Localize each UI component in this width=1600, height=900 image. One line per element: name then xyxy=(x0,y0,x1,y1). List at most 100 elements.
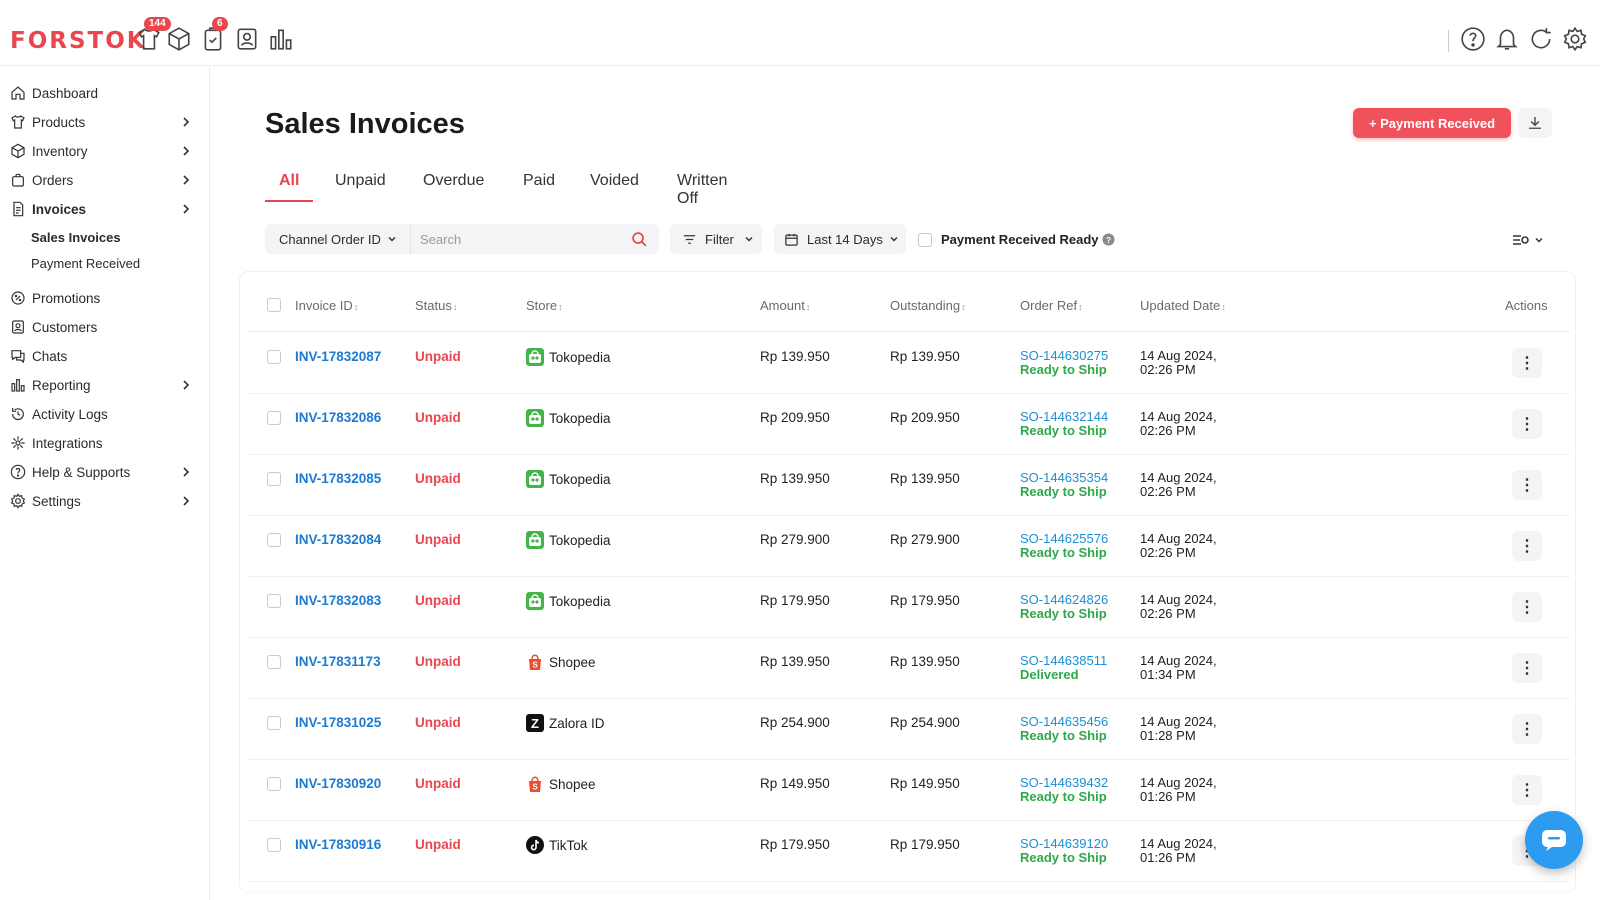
row-checkbox[interactable] xyxy=(267,472,281,486)
row-checkbox[interactable] xyxy=(267,838,281,852)
invoice-id-link[interactable]: INV-17832083 xyxy=(295,593,382,608)
row-actions-button[interactable]: ⋮ xyxy=(1512,531,1542,561)
table-row[interactable]: INV-17832084 Unpaid Tokopedia Rp 279.900 Rp … xyxy=(248,515,1570,577)
table-row[interactable]: INV-17830916 Unpaid TikTok Rp 179.950 Rp 179… xyxy=(248,820,1570,882)
forstok-logo[interactable]: FORSTOK xyxy=(10,28,147,54)
sidebar-item-promotions[interactable]: Promotions xyxy=(10,286,200,310)
table-row[interactable]: INV-17831173 Unpaid S Shopee Rp 139.950 Rp 13… xyxy=(248,637,1570,699)
invoice-id-link[interactable]: INV-17831025 xyxy=(295,715,382,730)
invoice-id-link[interactable]: INV-17832087 xyxy=(295,349,382,364)
invoice-id-link[interactable]: INV-17830916 xyxy=(295,837,382,852)
sidebar-item-products[interactable]: Products xyxy=(10,110,200,134)
select-all-checkbox[interactable] xyxy=(267,298,281,312)
header-updated-date[interactable]: Updated Date↕ xyxy=(1140,298,1226,313)
table-row[interactable]: INV-17830920 Unpaid S Shopee Rp 149.950 Rp 14… xyxy=(248,759,1570,821)
header-order-ref[interactable]: Order Ref↕ xyxy=(1020,298,1083,313)
row-actions-button[interactable]: ⋮ xyxy=(1512,409,1542,439)
order-ref-link[interactable]: SO-144624826 xyxy=(1020,592,1109,607)
help-icon[interactable] xyxy=(1460,26,1486,52)
sidebar-item-help-supports[interactable]: Help & Supports xyxy=(10,460,200,484)
table-row[interactable]: INV-17832087 Unpaid Tokopedia Rp 139.950 Rp … xyxy=(248,332,1570,394)
table-row[interactable]: INV-17832086 Unpaid Tokopedia Rp 209.950 Rp … xyxy=(248,393,1570,455)
tab-written-off[interactable]: Written Off xyxy=(677,172,728,207)
shirt-icon[interactable]: 144 xyxy=(136,17,171,52)
invoice-id-link[interactable]: INV-17832085 xyxy=(295,471,382,486)
header-store[interactable]: Store↕ xyxy=(526,298,563,313)
tab-overdue[interactable]: Overdue xyxy=(423,172,485,189)
invoice-table xyxy=(240,272,1575,892)
order-ref-link[interactable]: SO-144638511 xyxy=(1020,653,1108,668)
row-checkbox[interactable] xyxy=(267,716,281,730)
row-actions-button[interactable]: ⋮ xyxy=(1512,348,1542,378)
row-checkbox[interactable] xyxy=(267,533,281,547)
row-actions-button[interactable]: ⋮ xyxy=(1512,775,1542,805)
invoice-id-link[interactable]: INV-17832084 xyxy=(295,532,382,547)
tab-voided[interactable]: Voided xyxy=(590,172,639,189)
header-invoice-id[interactable]: Invoice ID↕ xyxy=(295,298,358,313)
order-status-label: Ready to Ship xyxy=(1020,362,1107,377)
sidebar-item-label: Integrations xyxy=(32,435,103,451)
sidebar-item-inventory[interactable]: Inventory xyxy=(10,139,200,163)
contact-icon[interactable] xyxy=(234,26,260,52)
chat-fab-button[interactable] xyxy=(1525,811,1583,869)
invoice-id-link[interactable]: INV-17830920 xyxy=(295,776,382,791)
header-outstanding[interactable]: Outstanding↕ xyxy=(890,298,966,313)
invoice-id-link[interactable]: INV-17831173 xyxy=(295,654,381,669)
row-checkbox[interactable] xyxy=(267,350,281,364)
order-ref-link[interactable]: SO-144630275 xyxy=(1020,348,1109,363)
sidebar-item-dashboard[interactable]: Dashboard xyxy=(10,81,200,105)
download-button[interactable] xyxy=(1518,108,1552,138)
row-checkbox[interactable] xyxy=(267,411,281,425)
column-settings-button[interactable] xyxy=(1512,233,1544,247)
payment-received-button[interactable]: + Payment Received xyxy=(1353,108,1511,138)
row-checkbox[interactable] xyxy=(267,777,281,791)
tab-all[interactable]: All xyxy=(265,172,314,202)
filter-button[interactable]: Filter xyxy=(670,224,762,254)
sidebar-item-chats[interactable]: Chats xyxy=(10,344,200,368)
order-ref-link[interactable]: SO-144639432 xyxy=(1020,775,1109,790)
sidebar-item-integrations[interactable]: Integrations xyxy=(10,431,200,455)
store-cell: S Shopee xyxy=(526,775,596,793)
row-actions-button[interactable]: ⋮ xyxy=(1512,592,1542,622)
row-actions-button[interactable]: ⋮ xyxy=(1512,714,1542,744)
sidebar-item-settings[interactable]: Settings xyxy=(10,489,200,513)
order-ref-link[interactable]: SO-144632144 xyxy=(1020,409,1109,424)
table-row[interactable]: INV-17831025 Unpaid Z Zalora ID Rp 254.900 Rp… xyxy=(248,698,1570,760)
sort-icon: ↕ xyxy=(1078,302,1083,312)
order-ref-link[interactable]: SO-144625576 xyxy=(1020,531,1109,546)
bell-icon[interactable] xyxy=(1494,26,1520,52)
clipboard-icon[interactable]: 6 xyxy=(200,17,228,52)
date-range-select[interactable]: Last 14 Days xyxy=(774,224,906,254)
row-actions-button[interactable]: ⋮ xyxy=(1512,470,1542,500)
refresh-icon[interactable] xyxy=(1528,26,1554,52)
box-icon[interactable] xyxy=(166,26,192,52)
search-type-select[interactable]: Channel Order ID xyxy=(265,224,411,254)
order-ref-link[interactable]: SO-144635456 xyxy=(1020,714,1109,729)
tab-paid[interactable]: Paid xyxy=(523,172,556,189)
sidebar-item-invoices[interactable]: Invoices xyxy=(10,197,200,221)
table-row[interactable]: INV-17832083 Unpaid Tokopedia Rp 179.950 Rp … xyxy=(248,576,1570,638)
subnav-payment-received[interactable]: Payment Received xyxy=(31,256,141,271)
header-amount[interactable]: Amount↕ xyxy=(760,298,810,313)
gear-icon[interactable] xyxy=(1562,26,1588,52)
chat-icon xyxy=(1542,830,1566,851)
sidebar-item-orders[interactable]: Orders xyxy=(10,168,200,192)
invoice-id-link[interactable]: INV-17832086 xyxy=(295,410,382,425)
sidebar-item-activity-logs[interactable]: Activity Logs xyxy=(10,402,200,426)
header-status[interactable]: Status↕ xyxy=(415,298,457,313)
payment-ready-checkbox[interactable] xyxy=(918,233,932,247)
row-checkbox[interactable] xyxy=(267,655,281,669)
order-ref-link[interactable]: SO-144639120 xyxy=(1020,836,1109,851)
tab-unpaid[interactable]: Unpaid xyxy=(335,172,386,189)
search-icon[interactable] xyxy=(631,231,648,248)
row-actions-button[interactable]: ⋮ xyxy=(1512,653,1542,683)
subnav-sales-invoices[interactable]: Sales Invoices xyxy=(31,230,121,245)
chat-icon xyxy=(10,348,26,364)
search-input[interactable] xyxy=(412,225,656,253)
row-checkbox[interactable] xyxy=(267,594,281,608)
order-ref-link[interactable]: SO-144635354 xyxy=(1020,470,1109,485)
bar-chart-icon[interactable] xyxy=(268,26,294,52)
sidebar-item-reporting[interactable]: Reporting xyxy=(10,373,200,397)
table-row[interactable]: INV-17832085 Unpaid Tokopedia Rp 139.950 Rp … xyxy=(248,454,1570,516)
sidebar-item-customers[interactable]: Customers xyxy=(10,315,200,339)
